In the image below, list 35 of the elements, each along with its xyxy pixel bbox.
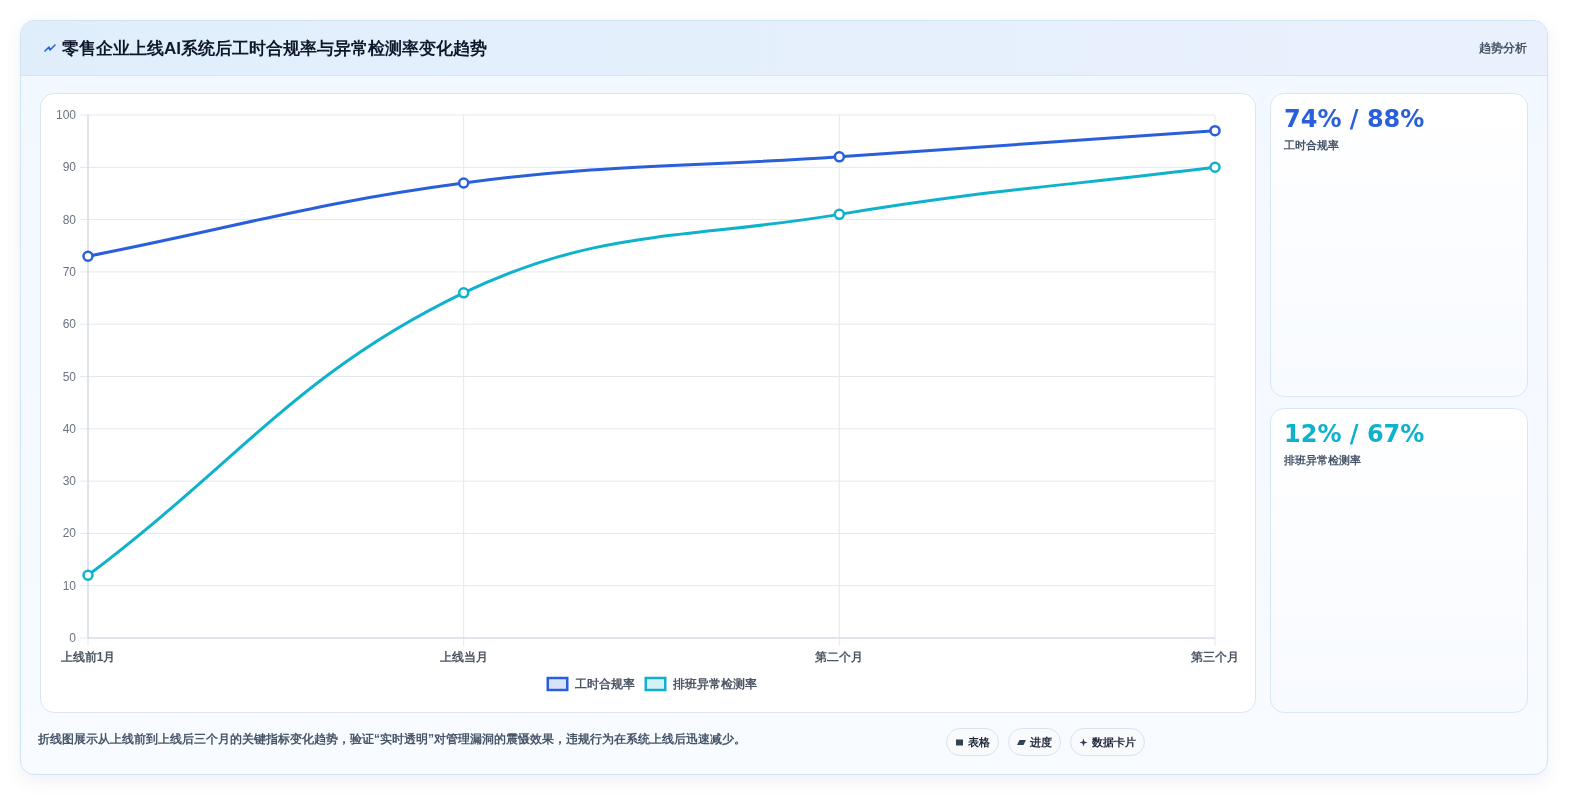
text: 折线图展示从上线前到上线后三个月的关键指标变化趋势，验证“实时透明”对管理漏洞的震慑效果，违规行为在系统上线后迅速减少。 xyxy=(38,731,746,747)
x-tick-label: 第三个月 xyxy=(1190,650,1239,664)
point xyxy=(457,177,470,189)
legend-label: 工时合规率 xyxy=(573,677,635,691)
legend-label: 排班异常检测率 xyxy=(671,677,757,691)
y-tick-label: 40 xyxy=(62,421,77,436)
text: 趋势分析 xyxy=(1478,40,1527,56)
y-tick-label: 80 xyxy=(62,212,77,227)
point xyxy=(833,208,846,221)
y-tick-label: 0 xyxy=(69,631,77,645)
text: 工时合规率 xyxy=(1284,138,1339,152)
text: 数据卡片 xyxy=(1092,734,1136,750)
y-tick-label: 100 xyxy=(55,108,77,122)
point xyxy=(82,569,94,581)
x-tick-label: 第二个月 xyxy=(814,650,864,664)
point xyxy=(82,250,94,262)
text: 74% / 88% xyxy=(1284,104,1425,134)
y-tick-label: 30 xyxy=(62,474,77,489)
y-tick-label: 90 xyxy=(62,160,77,175)
text: 排班异常检测率 xyxy=(1284,453,1361,467)
y-tick-label: 10 xyxy=(62,578,77,593)
y-tick-label: 70 xyxy=(62,264,77,279)
text: 表格 xyxy=(968,734,990,750)
point xyxy=(833,151,846,163)
point xyxy=(1209,124,1221,137)
x-tick-label: 上线当月 xyxy=(438,650,488,664)
y-tick-label: 20 xyxy=(62,526,77,541)
y-tick-label: 50 xyxy=(62,369,77,384)
y-tick-label: 60 xyxy=(62,317,77,332)
point xyxy=(457,287,470,299)
chart-title: 零售企业上线AI系统后工时合规率与异常检测率变化趋势 xyxy=(62,38,487,60)
text: 12% / 67% xyxy=(1284,419,1425,449)
text: 进度 xyxy=(1030,734,1052,750)
x-tick-label: 上线前1月 xyxy=(59,650,116,664)
point xyxy=(1209,161,1221,174)
